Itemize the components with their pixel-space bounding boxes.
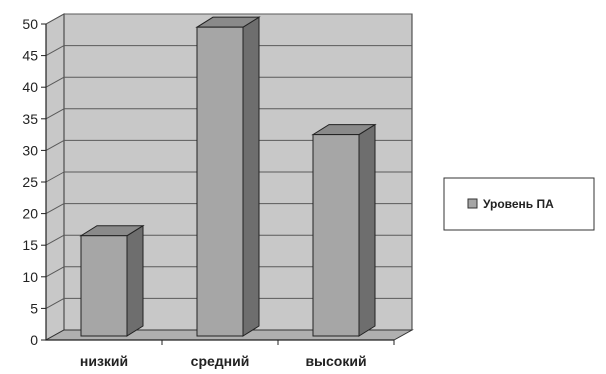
legend-label: Уровень ПА xyxy=(483,197,554,211)
gridline-side xyxy=(45,76,65,88)
bars xyxy=(79,16,377,337)
bar-низкий xyxy=(79,224,145,337)
y-tick-label: 25 xyxy=(22,174,38,190)
y-tick-label: 35 xyxy=(22,111,38,127)
x-category-label: средний xyxy=(191,353,250,369)
bar-side-face xyxy=(126,224,144,337)
legend-swatch xyxy=(467,198,478,209)
gridline-side xyxy=(45,139,65,151)
bar-front-face xyxy=(196,26,244,337)
x-category-label: высокий xyxy=(305,353,366,369)
y-tick-label: 0 xyxy=(30,332,38,348)
gridline-side xyxy=(45,266,65,278)
y-tick-label: 40 xyxy=(22,79,38,95)
y-tick-label: 5 xyxy=(30,300,38,316)
y-tick-label: 20 xyxy=(22,206,38,222)
gridline-side xyxy=(45,297,65,309)
bar-средний xyxy=(195,16,261,337)
gridline-side xyxy=(45,45,65,57)
gridline-side xyxy=(45,203,65,215)
y-tick-label: 50 xyxy=(22,16,38,32)
y-axis-tick-labels: 0 5 10 15 20 25 30 35 40 45 50 xyxy=(22,16,38,348)
bar-side-face xyxy=(358,123,376,337)
y-tick-label: 10 xyxy=(22,269,38,285)
bar-front-face xyxy=(80,235,128,337)
y-tick-label: 45 xyxy=(22,48,38,64)
x-axis-category-labels: низкий средний высокий xyxy=(80,353,367,369)
y-tick-label: 15 xyxy=(22,237,38,253)
y-tick-label: 30 xyxy=(22,142,38,158)
bar-front-face xyxy=(312,134,360,337)
bar-высокий xyxy=(311,123,377,337)
axes xyxy=(41,23,395,345)
legend: Уровень ПА xyxy=(443,177,595,231)
gridline-side xyxy=(45,108,65,120)
gridline-side xyxy=(45,13,65,25)
x-category-label: низкий xyxy=(80,353,128,369)
gridline-side xyxy=(45,171,65,183)
bar-side-face xyxy=(242,16,260,337)
gridline-side xyxy=(45,234,65,246)
